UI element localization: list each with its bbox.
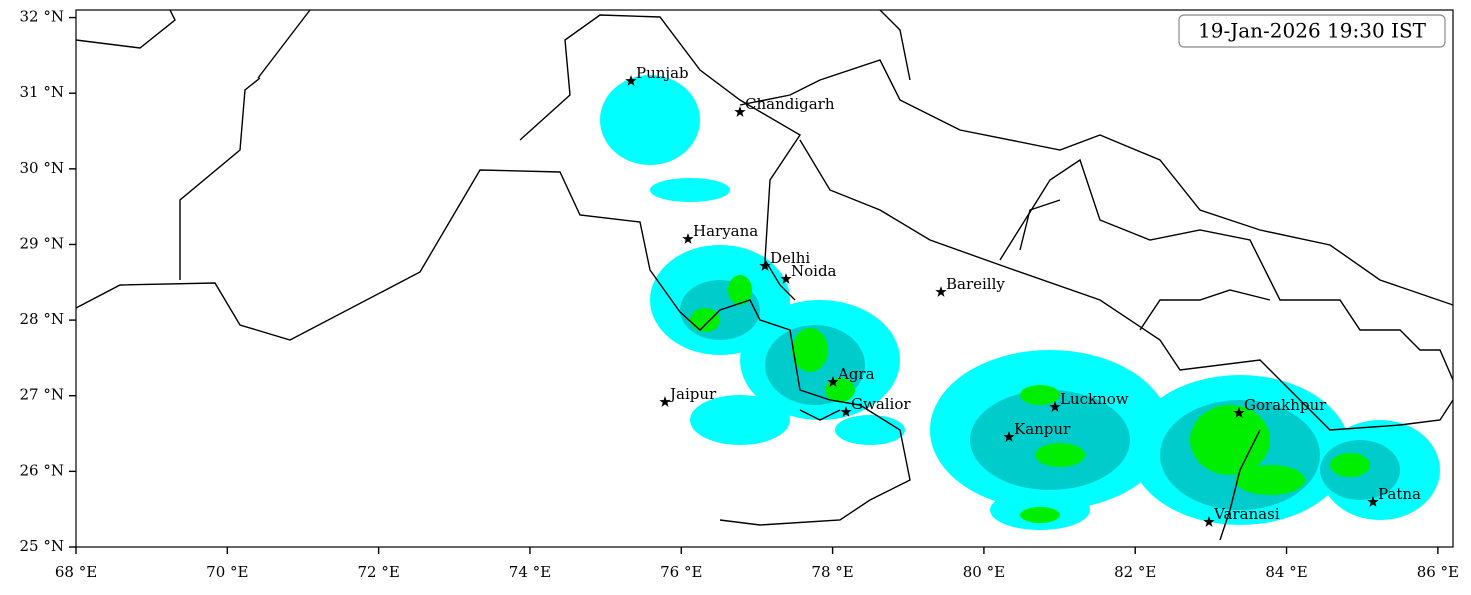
timestamp-box xyxy=(1178,14,1446,48)
city-label: Delhi xyxy=(770,249,810,267)
x-tick-label: 68 °E xyxy=(55,563,97,581)
x-tick-label: 78 °E xyxy=(811,563,853,581)
x-tick-label: 70 °E xyxy=(206,563,248,581)
precipitation xyxy=(600,75,1440,530)
city-marker xyxy=(625,75,637,86)
timestamp: 19-Jan-2026 19:30 IST xyxy=(1198,19,1427,43)
x-tick-label: 86 °E xyxy=(1417,563,1459,581)
city-marker xyxy=(1367,496,1379,507)
y-tick-label: 26 °N xyxy=(20,461,64,479)
y-tick-label: 32 °N xyxy=(20,8,64,26)
y-tick-label: 28 °N xyxy=(20,310,64,328)
x-tick-label: 80 °E xyxy=(963,563,1005,581)
city-label: Gwalior xyxy=(851,395,911,413)
city-label: Agra xyxy=(837,365,875,383)
y-tick-label: 31 °N xyxy=(20,83,64,101)
city-marker xyxy=(780,273,792,284)
city-marker xyxy=(734,106,746,117)
y-tick-label: 29 °N xyxy=(20,234,64,252)
borders xyxy=(75,9,1454,541)
city-marker xyxy=(840,406,852,417)
city-label: Noida xyxy=(791,262,837,280)
city-label: Bareilly xyxy=(946,275,1005,293)
city-label: Patna xyxy=(1378,485,1421,503)
x-tick-label: 82 °E xyxy=(1114,563,1156,581)
city-label: Gorakhpur xyxy=(1244,396,1327,414)
city-marker xyxy=(827,376,839,387)
map-frame xyxy=(75,9,1454,548)
city-marker xyxy=(1003,431,1015,442)
city-label: Varanasi xyxy=(1213,505,1280,523)
city-marker xyxy=(682,233,694,244)
y-tick-label: 27 °N xyxy=(20,386,64,404)
city-label: Chandigarh xyxy=(745,95,835,113)
city-label: Kanpur xyxy=(1014,420,1071,438)
x-tick-label: 84 °E xyxy=(1265,563,1307,581)
city-label: Haryana xyxy=(693,222,758,240)
y-tick-label: 30 °N xyxy=(20,159,64,177)
city-marker xyxy=(935,286,947,297)
x-tick-label: 72 °E xyxy=(357,563,399,581)
x-tick-label: 74 °E xyxy=(509,563,551,581)
city-label: Punjab xyxy=(636,64,689,82)
city-marker xyxy=(1049,401,1061,412)
y-tick-label: 25 °N xyxy=(20,537,64,555)
city-marker xyxy=(659,396,671,407)
axes: 68 °E 70 °E 72 °E 74 °E 76 °E 78 °E 80 °E 82 °E… xyxy=(20,8,1460,581)
x-tick-label: 76 °E xyxy=(660,563,702,581)
city-marker xyxy=(1203,516,1215,527)
city-label: Lucknow xyxy=(1060,390,1129,408)
city-marker xyxy=(759,260,771,271)
city-marker xyxy=(1233,407,1245,418)
city-label: Jaipur xyxy=(668,385,717,403)
